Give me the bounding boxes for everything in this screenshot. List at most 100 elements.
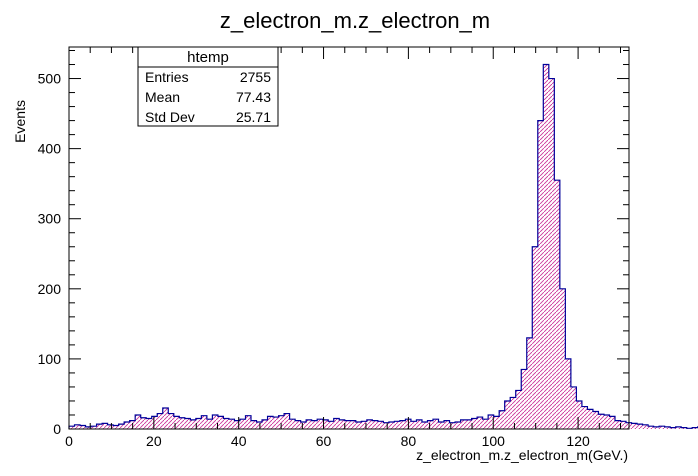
y-axis-label: Events xyxy=(12,100,28,143)
histogram-bin xyxy=(228,419,235,429)
histogram-bin xyxy=(251,420,257,429)
histogram-bin xyxy=(438,421,445,429)
histogram-bin xyxy=(460,419,467,429)
histogram-bin xyxy=(256,421,263,429)
histogram-bin xyxy=(488,414,494,429)
histogram-bin xyxy=(592,411,599,429)
histogram-bin xyxy=(217,416,224,429)
histogram-bin xyxy=(559,288,566,429)
histogram-bin xyxy=(245,415,251,429)
histogram-bin xyxy=(532,246,538,429)
x-tick-label: 20 xyxy=(146,433,162,449)
y-axis-ticks: 0 100 200 300 400 500 xyxy=(38,50,629,437)
histogram-bin xyxy=(96,424,103,429)
x-axis-ticks: 0 20 40 60 80 100 120 xyxy=(65,47,622,449)
histogram-bin xyxy=(466,419,472,429)
histogram-bin xyxy=(653,426,660,429)
histogram-bin xyxy=(416,419,422,429)
histogram-bin xyxy=(151,416,158,429)
histogram-bin xyxy=(361,421,367,429)
histogram-bin xyxy=(565,358,571,429)
histogram-bin xyxy=(642,424,649,429)
histogram-bin xyxy=(311,420,318,429)
histogram-bin xyxy=(493,416,500,429)
stats-entries-value: 2755 xyxy=(240,69,271,85)
histogram-bin xyxy=(670,427,676,429)
histogram-bin xyxy=(168,413,174,429)
stats-stddev-label: Std Dev xyxy=(145,109,195,125)
histogram-bin xyxy=(692,427,698,429)
histogram-bin xyxy=(609,416,615,429)
histogram-bin xyxy=(350,420,356,429)
histogram-bin xyxy=(554,180,560,429)
histogram-bin xyxy=(267,416,274,429)
histogram-bin xyxy=(515,390,522,429)
histogram-bin xyxy=(372,420,378,429)
histogram-bin xyxy=(333,418,340,429)
histogram-bin xyxy=(201,415,207,429)
histogram-bin xyxy=(195,418,202,429)
histogram-bin xyxy=(278,415,285,429)
histogram-bin xyxy=(427,420,433,429)
y-tick-label: 100 xyxy=(38,351,62,367)
chart-title: z_electron_m.z_electron_m xyxy=(220,8,490,33)
stats-mean-label: Mean xyxy=(145,89,180,105)
histogram-bin xyxy=(85,426,92,429)
histogram-bin xyxy=(262,419,268,429)
histogram-bin xyxy=(471,418,478,429)
histogram-bin xyxy=(135,414,141,429)
histogram-bin xyxy=(102,423,108,429)
histogram-bin xyxy=(570,386,577,429)
histogram-bin xyxy=(581,406,588,429)
histogram-bin xyxy=(433,419,439,429)
histogram-bin xyxy=(124,421,130,429)
histogram-bin xyxy=(388,421,395,429)
plot-frame xyxy=(68,46,630,430)
histogram-bin xyxy=(118,424,125,429)
histogram-bin xyxy=(499,410,505,429)
histogram-bin xyxy=(444,420,450,429)
histogram-bin xyxy=(344,420,351,429)
x-axis-label: z_electron_m.z_electron_m(GeV.) xyxy=(416,447,628,463)
histogram-bin xyxy=(394,421,400,429)
histogram-bin xyxy=(603,414,610,429)
x-tick-label: 80 xyxy=(401,433,417,449)
x-tick-label: 0 xyxy=(65,433,73,449)
histogram-bin xyxy=(328,421,334,429)
histogram-bin xyxy=(339,419,345,429)
histogram-bin xyxy=(234,420,240,429)
histogram-bin xyxy=(80,425,86,429)
histogram-bin xyxy=(212,414,218,429)
stats-box: htemp Entries 2755 Mean 77.43 Std Dev 25… xyxy=(137,46,279,127)
stats-box-frame xyxy=(137,46,279,127)
histogram-bin xyxy=(504,400,511,429)
histogram-bin xyxy=(510,397,516,429)
histogram-bin xyxy=(587,409,593,429)
histogram-bins xyxy=(69,64,698,430)
histogram-bin xyxy=(543,64,549,429)
histogram-bin xyxy=(173,416,180,429)
histogram-bin xyxy=(239,419,246,429)
histogram-bin xyxy=(637,424,643,429)
histogram-bin xyxy=(548,78,555,429)
y-tick-label: 400 xyxy=(38,141,62,157)
histogram-bin xyxy=(69,426,75,429)
histogram-bin xyxy=(421,421,428,429)
histogram-bin xyxy=(383,422,389,429)
histogram-bin xyxy=(449,422,456,429)
histogram-bin xyxy=(526,337,533,429)
x-tick-label: 100 xyxy=(482,433,506,449)
histogram-bin xyxy=(91,426,97,429)
histogram-bin xyxy=(477,417,483,429)
histogram-bin xyxy=(162,407,169,429)
histogram-bin xyxy=(284,413,290,429)
histogram-bin xyxy=(620,421,627,429)
y-tick-label: 200 xyxy=(38,281,62,297)
stats-entries-label: Entries xyxy=(145,69,189,85)
histogram-bin xyxy=(107,424,114,429)
histogram-outline xyxy=(68,63,698,429)
histogram-bin xyxy=(521,369,527,429)
x-tick-label: 120 xyxy=(566,433,590,449)
stats-mean-value: 77.43 xyxy=(236,89,271,105)
histogram-bin xyxy=(648,426,654,429)
